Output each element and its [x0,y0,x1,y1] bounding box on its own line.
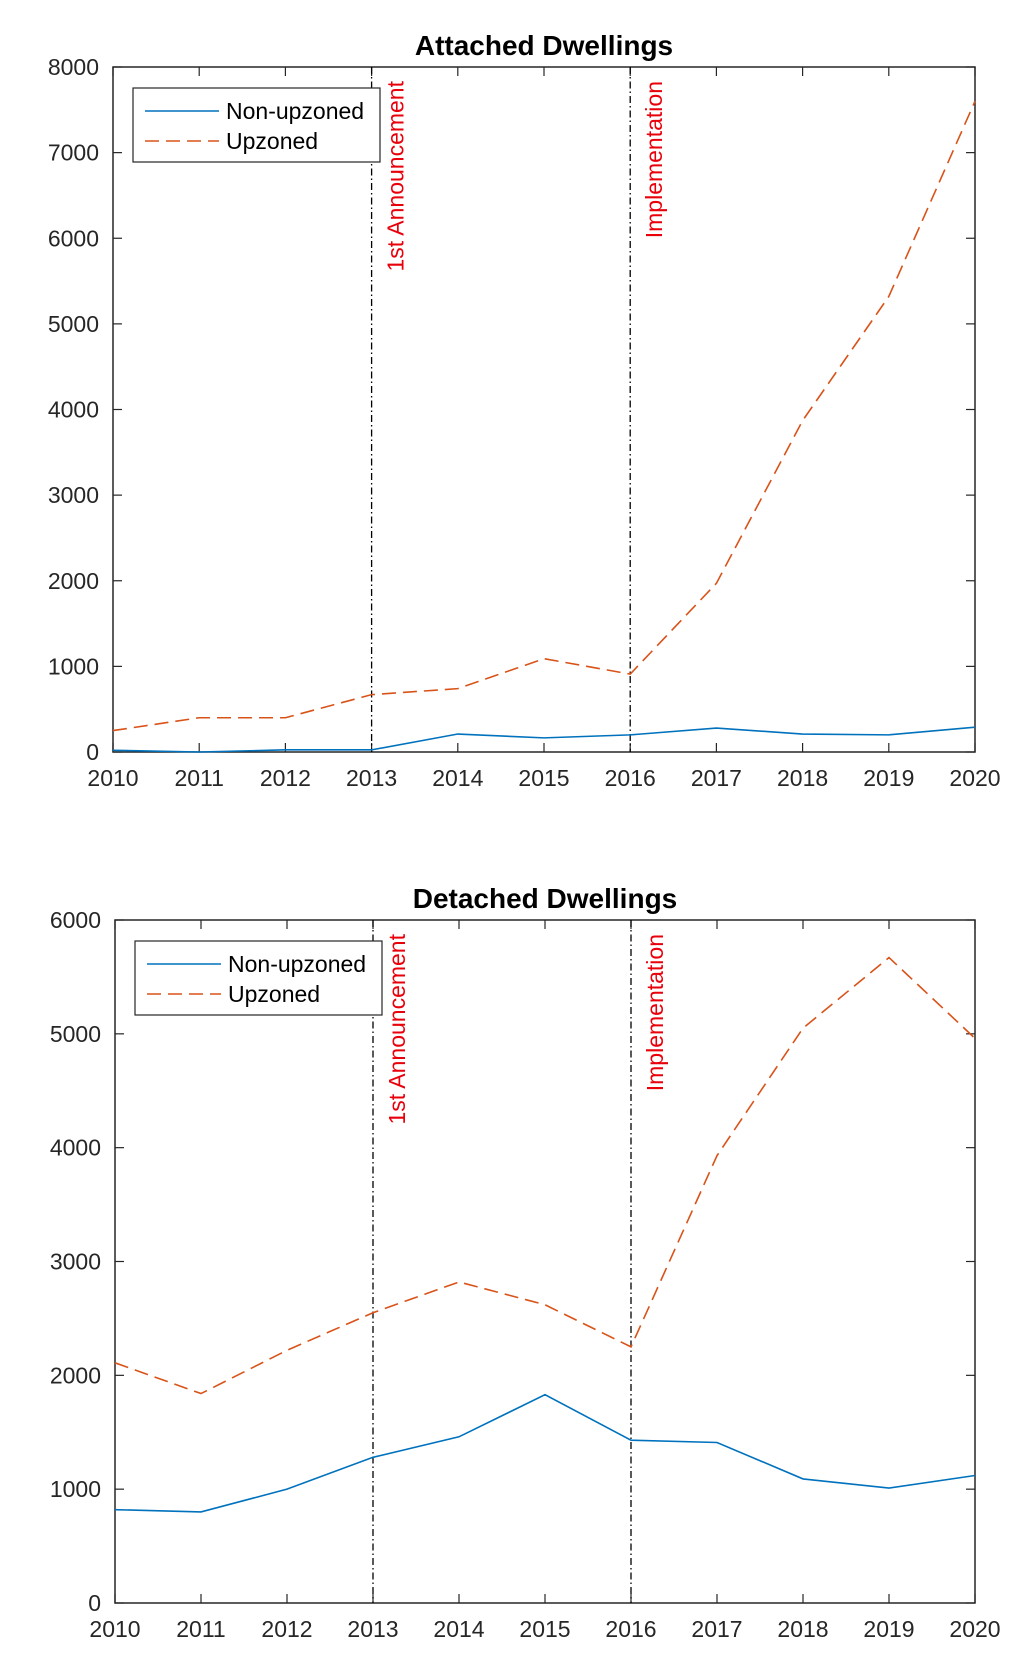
x-tick-label: 2016 [605,765,656,791]
series-line-non-upzoned [114,1393,976,1513]
x-tick-label: 2012 [260,765,311,791]
y-tick-label: 3000 [50,1249,101,1275]
event-label: Implementation [642,934,668,1091]
legend-box [132,87,381,163]
x-tick-label: 2019 [863,765,914,791]
y-tick-label: 8000 [48,54,99,80]
series-line-upzoned [114,956,976,1395]
y-tick-label: 4000 [50,1135,101,1161]
legend-label: Non-upzoned [228,951,366,977]
chart-2: Detached Dwellings 0 1000 2000 3000 4000 5000 6… [50,883,1001,1642]
x-tick-label: 2015 [519,1616,570,1642]
legend: Non-upzoned Upzoned [132,87,381,163]
plot-area-frame [112,66,976,753]
y-tick-label: 0 [86,739,99,765]
x-tick-label: 2016 [605,1616,656,1642]
y-tick-label: 2000 [50,1362,101,1388]
y-tick-label: 7000 [48,140,99,166]
series-line-upzoned [112,100,976,732]
legend-label: Non-upzoned [226,98,364,124]
y-tick-label: 1000 [48,653,99,679]
chart-title: Attached Dwellings [415,30,673,61]
x-tick-label: 2017 [691,765,742,791]
y-tick-label: 6000 [48,225,99,251]
y-tick-label: 5000 [48,311,99,337]
chart-1: Attached Dwellings 0 1000 2000 3000 4000 5000 6… [48,30,1001,791]
legend-label: Upzoned [226,128,318,154]
y-tick-label: 1000 [50,1476,101,1502]
x-tick-label: 2014 [433,1616,484,1642]
y-tick-label: 6000 [50,907,101,933]
x-tick-label: 2011 [174,765,223,791]
series-line-non-upzoned [112,726,976,753]
legend-box [134,940,383,1016]
x-tick-label: 2013 [346,765,397,791]
y-tick-label: 2000 [48,568,99,594]
x-tick-label: 2018 [777,765,828,791]
event-label: 1st Announcement [384,933,410,1124]
x-tick-label: 2017 [691,1616,742,1642]
x-tick-label: 2015 [518,765,569,791]
y-tick-label: 5000 [50,1021,101,1047]
x-tick-label: 2010 [89,1616,140,1642]
x-tick-label: 2020 [949,765,1000,791]
y-tick-label: 4000 [48,397,99,423]
x-tick-label: 2011 [176,1616,225,1642]
chart-title: Detached Dwellings [413,883,678,914]
x-tick-label: 2018 [777,1616,828,1642]
x-tick-label: 2010 [87,765,138,791]
event-label: 1st Announcement [383,80,409,271]
x-tick-label: 2014 [432,765,483,791]
x-tick-label: 2019 [863,1616,914,1642]
y-tick-label: 0 [88,1590,101,1616]
event-label: Implementation [641,81,667,238]
x-tick-label: 2012 [261,1616,312,1642]
legend-label: Upzoned [228,981,320,1007]
x-tick-label: 2013 [347,1616,398,1642]
y-tick-label: 3000 [48,482,99,508]
x-tick-label: 2020 [949,1616,1000,1642]
legend: Non-upzoned Upzoned [134,940,383,1016]
